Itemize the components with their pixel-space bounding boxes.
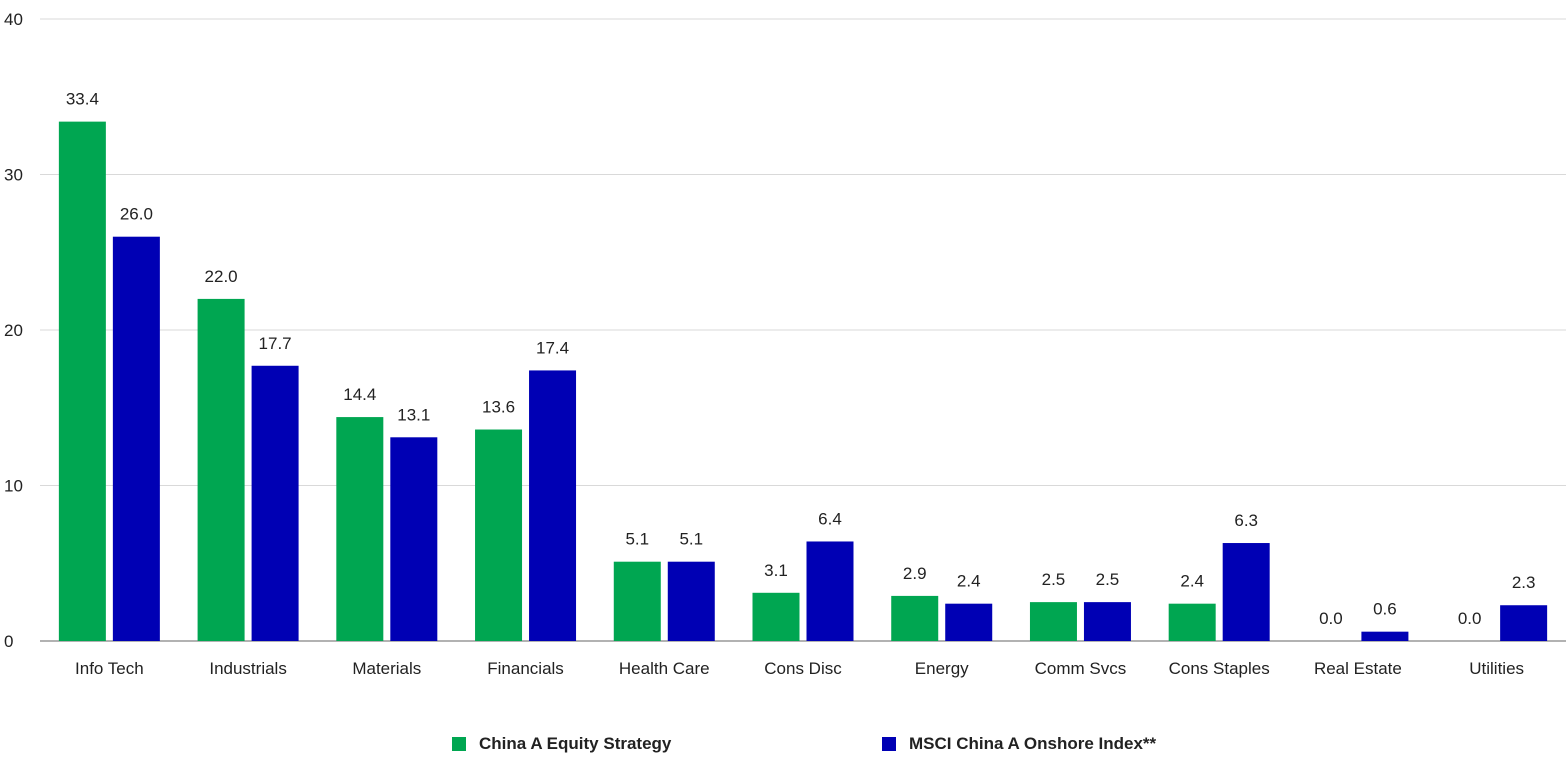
bar-strategy xyxy=(752,592,800,641)
data-label: 26.0 xyxy=(120,205,153,224)
data-label: 22.0 xyxy=(205,267,238,286)
y-axis-ticks: 0 10 20 30 40 xyxy=(4,10,23,651)
bars xyxy=(58,121,1548,641)
category-label: Materials xyxy=(352,659,421,678)
legend: China A Equity Strategy MSCI China A Ons… xyxy=(0,734,1566,760)
legend-label-strategy: China A Equity Strategy xyxy=(479,734,672,753)
category-label: Health Care xyxy=(619,659,710,678)
data-label: 33.4 xyxy=(66,90,99,109)
data-label: 2.4 xyxy=(957,572,981,591)
bar-index xyxy=(529,370,577,641)
bar-index xyxy=(251,365,299,641)
bar-index xyxy=(390,437,438,641)
y-tick-label: 0 xyxy=(4,632,13,651)
category-label: Utilities xyxy=(1469,659,1524,678)
data-label: 2.4 xyxy=(1180,572,1204,591)
bar-index xyxy=(1083,602,1131,641)
data-label: 17.4 xyxy=(536,338,569,357)
category-label: Real Estate xyxy=(1314,659,1402,678)
data-label: 2.5 xyxy=(1042,570,1066,589)
category-label: Cons Staples xyxy=(1169,659,1270,678)
category-label: Info Tech xyxy=(75,659,144,678)
category-label: Energy xyxy=(915,659,969,678)
bar-strategy xyxy=(1168,603,1216,641)
bar-strategy xyxy=(58,121,106,641)
bar-index xyxy=(112,236,160,641)
legend-item-strategy: China A Equity Strategy xyxy=(452,734,671,754)
bar-index xyxy=(806,541,854,641)
bar-strategy xyxy=(336,417,384,641)
data-label: 13.6 xyxy=(482,398,515,417)
data-label: 2.9 xyxy=(903,564,927,583)
data-label: 2.3 xyxy=(1512,573,1536,592)
bar-index xyxy=(945,603,993,641)
bar-strategy xyxy=(475,429,523,641)
legend-swatch-strategy xyxy=(452,737,466,751)
legend-swatch-index xyxy=(882,737,896,751)
legend-item-index: MSCI China A Onshore Index** xyxy=(882,734,1156,754)
category-label: Financials xyxy=(487,659,564,678)
bar-chart: 0 10 20 30 40 33.4 26.0 22.0 17.7 14.4 13.1 13.6 17… xyxy=(4,10,1566,678)
bar-strategy xyxy=(891,595,939,641)
bar-index xyxy=(1361,631,1409,641)
y-tick-label: 20 xyxy=(4,321,23,340)
data-label: 13.1 xyxy=(397,405,430,424)
category-label: Cons Disc xyxy=(764,659,842,678)
bar-index xyxy=(1500,605,1548,641)
data-label: 17.7 xyxy=(259,334,292,353)
data-label: 0.0 xyxy=(1319,609,1343,628)
data-label: 6.4 xyxy=(818,509,842,528)
data-label: 6.3 xyxy=(1234,511,1258,530)
bar-strategy xyxy=(197,298,245,641)
data-label: 5.1 xyxy=(679,530,703,549)
category-labels: Info Tech Industrials Materials Financials H… xyxy=(75,659,1524,678)
bar-index xyxy=(667,561,715,641)
y-tick-label: 30 xyxy=(4,166,23,185)
data-label: 5.1 xyxy=(625,530,649,549)
legend-label-index: MSCI China A Onshore Index** xyxy=(909,734,1157,753)
bar-strategy xyxy=(613,561,661,641)
y-tick-label: 40 xyxy=(4,10,23,29)
y-tick-label: 10 xyxy=(4,477,23,496)
category-label: Comm Svcs xyxy=(1035,659,1127,678)
bar-strategy xyxy=(1029,602,1077,641)
data-label: 0.0 xyxy=(1458,609,1482,628)
category-label: Industrials xyxy=(209,659,286,678)
data-label: 14.4 xyxy=(343,385,376,404)
data-labels: 33.4 26.0 22.0 17.7 14.4 13.1 13.6 17.4 5.1 5.1 3.… xyxy=(66,90,1536,628)
bar-index xyxy=(1222,543,1270,641)
data-label: 2.5 xyxy=(1096,570,1120,589)
data-label: 0.6 xyxy=(1373,600,1397,619)
data-label: 3.1 xyxy=(764,561,788,580)
